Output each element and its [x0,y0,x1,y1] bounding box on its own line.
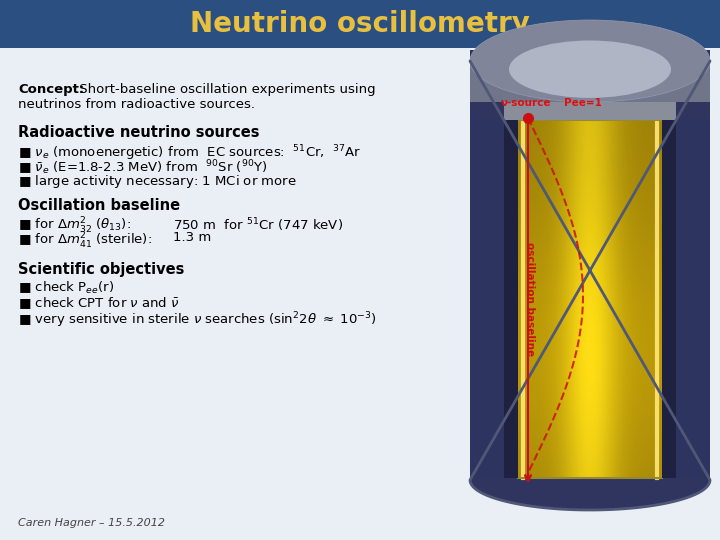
Text: 1.3 m: 1.3 m [173,231,211,244]
Text: $\blacksquare$ for $\Delta m^2_{41}$ (sterile):: $\blacksquare$ for $\Delta m^2_{41}$ (st… [18,231,152,251]
Text: Short-baseline oscillation experiments using: Short-baseline oscillation experiments u… [75,83,376,96]
FancyBboxPatch shape [504,120,518,478]
FancyBboxPatch shape [662,120,676,478]
Text: oscillation baseline: oscillation baseline [525,242,535,356]
FancyBboxPatch shape [0,48,720,540]
FancyBboxPatch shape [504,102,676,120]
FancyBboxPatch shape [0,0,720,48]
Text: $\blacksquare$ very sensitive in sterile $\nu$ searches (sin$^2$2$\theta$ $\appr: $\blacksquare$ very sensitive in sterile… [18,310,377,329]
Text: Scientific objectives: Scientific objectives [18,262,184,277]
Text: neutrinos from radioactive sources.: neutrinos from radioactive sources. [18,98,255,111]
Text: $\blacksquare$ for $\Delta m^2_{32}$ ($\theta_{13}$):: $\blacksquare$ for $\Delta m^2_{32}$ ($\… [18,216,131,236]
Text: $\blacksquare$ check P$_{ee}$(r): $\blacksquare$ check P$_{ee}$(r) [18,280,114,296]
Ellipse shape [470,20,710,102]
FancyBboxPatch shape [470,50,710,480]
Text: ν-source: ν-source [500,98,552,108]
Ellipse shape [509,40,671,98]
Text: $\blacksquare$ $\bar{\nu}_e$ (E=1.8-2.3 MeV) from  $^{90}$Sr ($^{90}$Y): $\blacksquare$ $\bar{\nu}_e$ (E=1.8-2.3 … [18,158,267,177]
Text: $\blacksquare$ check CPT for $\nu$ and $\bar{\nu}$: $\blacksquare$ check CPT for $\nu$ and $… [18,295,179,311]
FancyBboxPatch shape [470,120,504,478]
FancyBboxPatch shape [470,61,710,102]
FancyBboxPatch shape [676,120,710,478]
Ellipse shape [470,450,710,510]
Text: Pee=1: Pee=1 [564,98,602,108]
Text: Oscillation baseline: Oscillation baseline [18,198,180,213]
Text: Radioactive neutrino sources: Radioactive neutrino sources [18,125,259,140]
Text: 750 m  for $^{51}$Cr (747 keV): 750 m for $^{51}$Cr (747 keV) [173,216,343,234]
Text: $\blacksquare$ $\nu_e$ (monoenergetic) from  EC sources:  $^{51}$Cr,  $^{37}$Ar: $\blacksquare$ $\nu_e$ (monoenergetic) f… [18,143,361,163]
Text: Neutrino oscillometry: Neutrino oscillometry [190,10,530,38]
Text: Caren Hagner – 15.5.2012: Caren Hagner – 15.5.2012 [18,518,165,528]
Text: $\blacksquare$ large activity necessary: 1 MCi or more: $\blacksquare$ large activity necessary:… [18,173,297,190]
Text: Concept:: Concept: [18,83,84,96]
